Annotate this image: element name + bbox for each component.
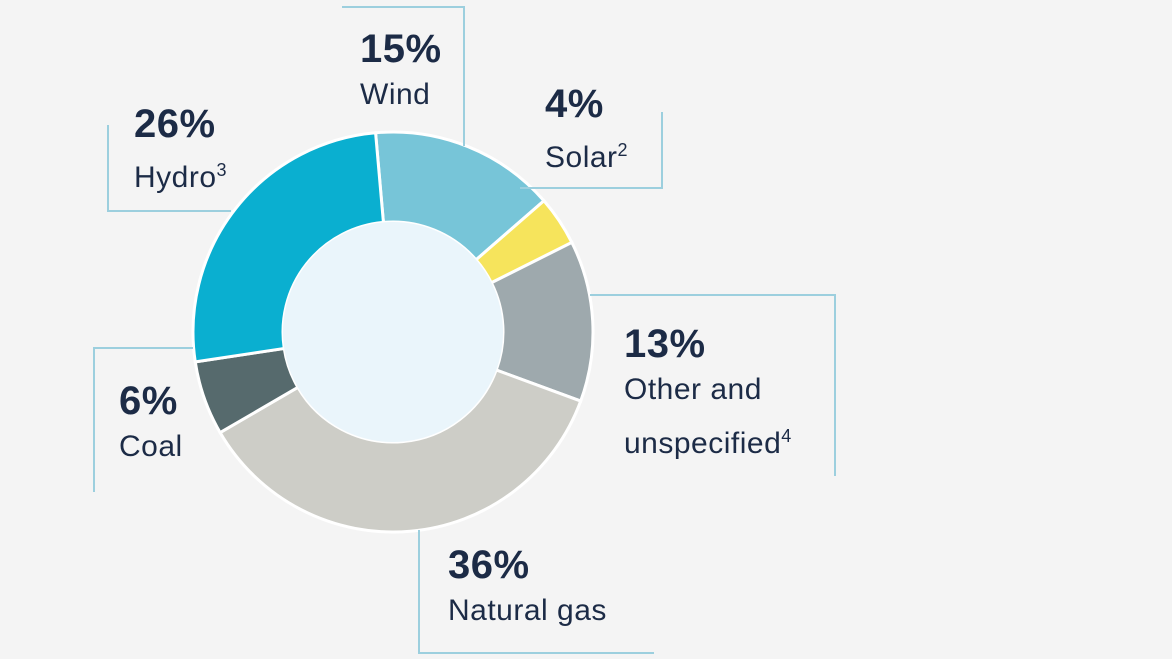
natural-gas-callout-line bbox=[418, 530, 654, 654]
hydro-footnote: 3 bbox=[216, 160, 228, 180]
solar-name: Solar bbox=[545, 141, 618, 174]
other-label: 13% Other and unspecified4 bbox=[624, 321, 792, 467]
hydro-percent: 26% bbox=[134, 102, 216, 146]
other-callout-line bbox=[590, 294, 836, 476]
coal-label: 6% Coal bbox=[119, 378, 183, 470]
solar-label: 4% Solar2 bbox=[545, 81, 628, 181]
other-percent: 13% bbox=[624, 322, 706, 366]
coal-name: Coal bbox=[119, 430, 183, 463]
solar-footnote: 2 bbox=[617, 140, 629, 160]
natural-gas-percent: 36% bbox=[448, 543, 530, 587]
hydro-callout-line bbox=[107, 125, 231, 212]
solar-percent: 4% bbox=[545, 82, 604, 126]
natural-gas-name: Natural gas bbox=[448, 594, 607, 627]
wind-percent: 15% bbox=[360, 27, 442, 71]
donut-slices bbox=[191, 130, 595, 534]
other-name-line2: unspecified bbox=[624, 427, 782, 460]
donut-hole bbox=[283, 222, 503, 442]
hydro-label: 26% Hydro3 bbox=[134, 101, 227, 201]
other-footnote: 4 bbox=[781, 426, 792, 446]
coal-callout-line bbox=[93, 347, 193, 492]
solar-callout-line bbox=[520, 112, 663, 189]
wind-name: Wind bbox=[360, 78, 431, 111]
wind-callout-line bbox=[342, 6, 465, 146]
coal-percent: 6% bbox=[119, 379, 178, 423]
other-name: Other and bbox=[624, 373, 762, 406]
hydro-name: Hydro bbox=[134, 161, 217, 194]
natural-gas-label: 36% Natural gas bbox=[448, 542, 607, 634]
wind-label: 15% Wind bbox=[360, 26, 442, 118]
